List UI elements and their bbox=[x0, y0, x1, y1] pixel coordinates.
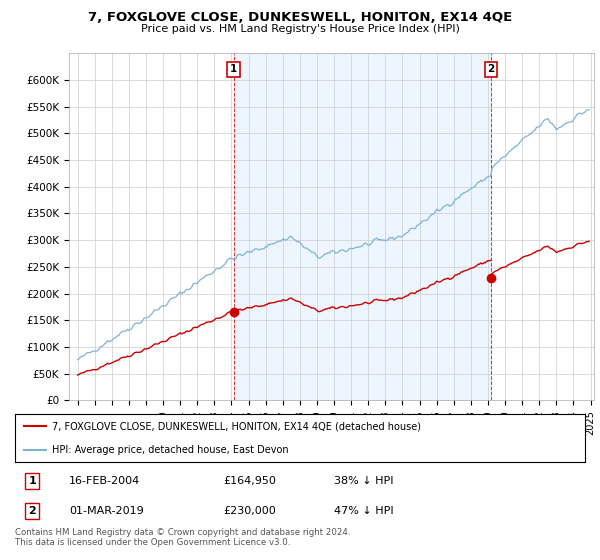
Text: £230,000: £230,000 bbox=[223, 506, 276, 516]
Text: 47% ↓ HPI: 47% ↓ HPI bbox=[334, 506, 394, 516]
Text: 2: 2 bbox=[28, 506, 36, 516]
Text: 01-MAR-2019: 01-MAR-2019 bbox=[69, 506, 144, 516]
Text: £164,950: £164,950 bbox=[223, 475, 276, 486]
Text: 1: 1 bbox=[28, 475, 36, 486]
Text: 38% ↓ HPI: 38% ↓ HPI bbox=[334, 475, 394, 486]
Text: 1: 1 bbox=[230, 64, 237, 74]
Text: Contains HM Land Registry data © Crown copyright and database right 2024.
This d: Contains HM Land Registry data © Crown c… bbox=[15, 528, 350, 547]
Text: 16-FEB-2004: 16-FEB-2004 bbox=[69, 475, 140, 486]
Text: 2: 2 bbox=[487, 64, 494, 74]
Text: 7, FOXGLOVE CLOSE, DUNKESWELL, HONITON, EX14 4QE (detached house): 7, FOXGLOVE CLOSE, DUNKESWELL, HONITON, … bbox=[52, 421, 421, 431]
Text: HPI: Average price, detached house, East Devon: HPI: Average price, detached house, East… bbox=[52, 445, 289, 455]
Text: Price paid vs. HM Land Registry's House Price Index (HPI): Price paid vs. HM Land Registry's House … bbox=[140, 24, 460, 34]
Text: 7, FOXGLOVE CLOSE, DUNKESWELL, HONITON, EX14 4QE: 7, FOXGLOVE CLOSE, DUNKESWELL, HONITON, … bbox=[88, 11, 512, 24]
